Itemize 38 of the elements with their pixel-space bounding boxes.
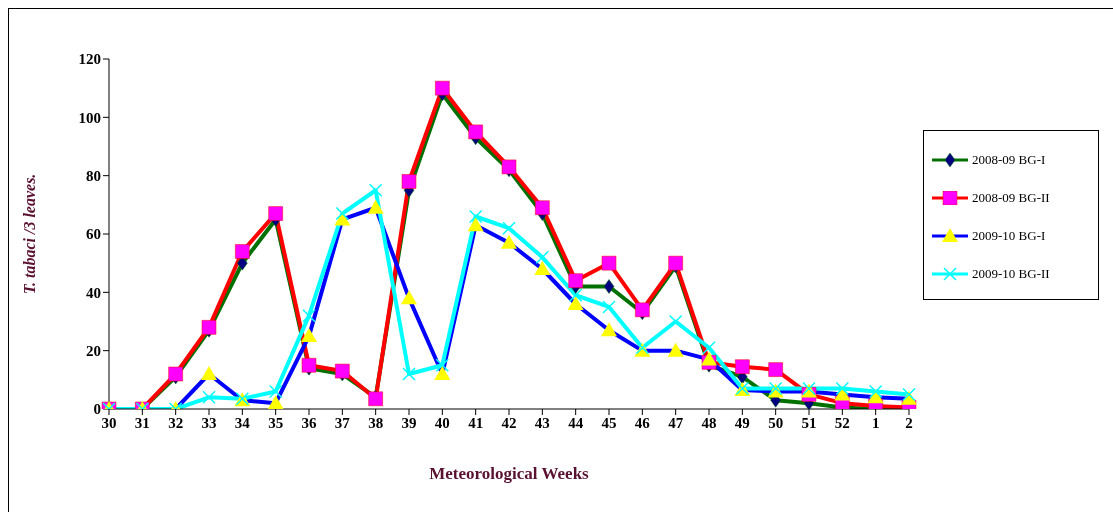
legend-label: 2009-10 BG-I [972,228,1046,244]
legend-label: 2008-09 BG-I [972,152,1046,168]
y-tick-label: 40 [86,284,101,301]
x-tick-label: 33 [201,414,217,431]
x-tick-label: 36 [301,414,317,431]
x-tick-label: 2 [905,414,913,431]
legend-label: 2009-10 BG-II [972,266,1050,282]
y-tick-label: 20 [86,342,101,359]
x-tick-label: 39 [401,414,417,431]
x-tick-label: 34 [234,414,251,431]
x-tick-label: 31 [134,414,150,431]
y-tick-label: 0 [93,401,101,418]
x-tick-label: 32 [168,414,184,431]
x-tick-label: 51 [801,414,817,431]
x-tick-label: 30 [101,414,117,431]
x-tick-label: 40 [434,414,450,431]
x-tick-label: 48 [701,414,717,431]
x-tick-label: 50 [768,414,784,431]
y-axis-title: T. tabaci /3 leaves. [20,173,38,295]
x-tick-label: 37 [334,414,351,431]
x-tick-label: 42 [501,414,517,431]
x-tick-label: 45 [601,414,617,431]
x-tick-label: 44 [568,414,584,431]
x-tick-label: 46 [634,414,651,431]
y-tick-label: 80 [86,167,101,184]
x-tick-label: 1 [871,414,880,431]
x-tick-label: 35 [268,414,284,431]
y-tick-label: 60 [86,226,101,243]
y-tick-label: 120 [78,51,101,68]
y-tick-label: 100 [78,109,101,126]
x-axis-title: Meteorological Weeks [429,464,590,483]
x-tick-label: 47 [668,414,684,431]
x-tick-label: 49 [734,414,750,431]
legend-label: 2008-09 BG-II [972,190,1050,206]
x-tick-label: 43 [534,414,550,431]
x-tick-label: 41 [468,414,484,431]
x-tick-label: 52 [834,414,850,431]
x-tick-label: 38 [368,414,384,431]
